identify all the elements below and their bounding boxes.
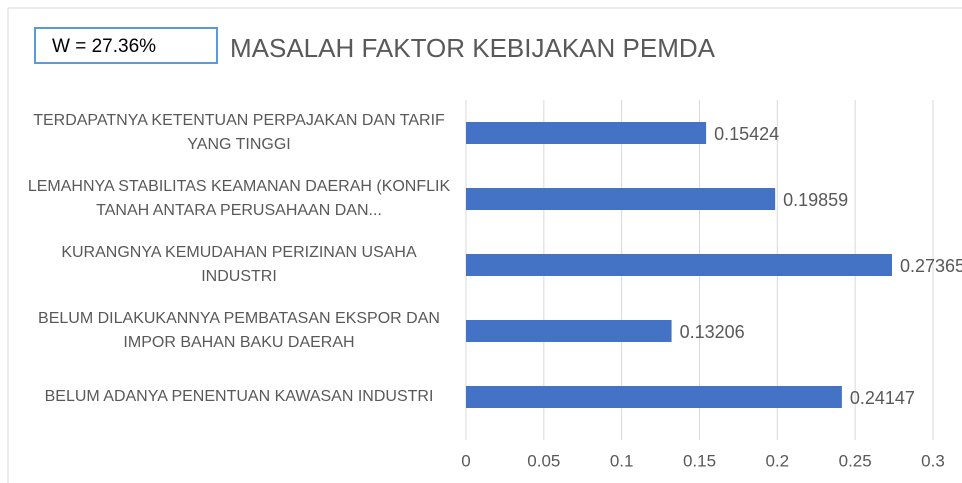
x-tick-label: 0 <box>461 451 470 470</box>
data-label: 0.19859 <box>783 190 848 210</box>
y-tick-label: KURANGNYA KEMUDAHAN PERIZINAN USAHA INDU… <box>61 244 417 285</box>
x-tick-label: 0.15 <box>683 451 716 470</box>
x-tick-label: 0.3 <box>921 451 945 470</box>
bar <box>466 122 707 144</box>
x-tick-label: 0.2 <box>766 451 790 470</box>
bar <box>466 386 842 408</box>
y-tick-label: BELUM ADANYA PENENTUAN KAWASAN INDUSTRI <box>44 388 434 405</box>
x-tick-label: 0.1 <box>610 451 634 470</box>
x-tick-label: 0.05 <box>527 451 560 470</box>
data-label: 0.24147 <box>850 388 915 408</box>
data-label: 0.15424 <box>714 124 779 144</box>
data-label: 0.13206 <box>680 322 745 342</box>
chart-title: MASALAH FAKTOR KEBIJAKAN PEMDA <box>230 33 716 63</box>
y-tick-label: LEMAHNYA STABILITAS KEAMANAN DAERAH (KON… <box>27 178 451 219</box>
x-tick-label: 0.25 <box>839 451 872 470</box>
bar <box>466 320 672 342</box>
bar <box>466 254 892 276</box>
annotation-box: W = 27.36% <box>34 27 218 64</box>
y-tick-label: BELUM DILAKUKANNYA PEMBATASAN EKSPOR DAN… <box>38 310 440 351</box>
bar <box>466 188 776 210</box>
data-label: 0.27365 <box>900 256 962 276</box>
y-tick-label: TERDAPATNYA KETENTUAN PERPAJAKAN DAN TAR… <box>33 112 445 153</box>
